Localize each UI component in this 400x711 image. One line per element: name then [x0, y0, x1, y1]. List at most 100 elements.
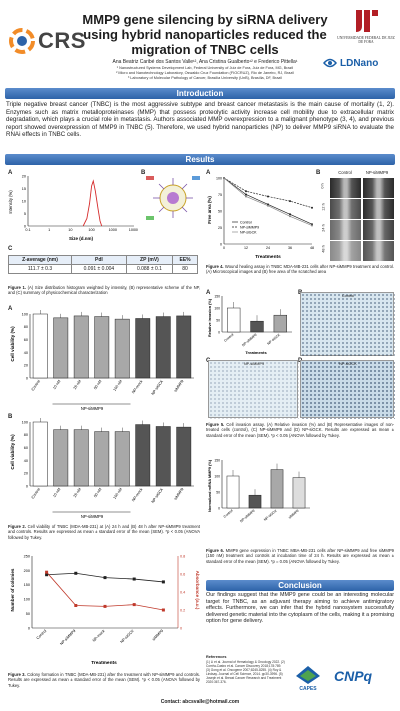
fig1a-chart: 0 5 10 15 20 0.1 1 10 100 1000 10000 Intensity (%…	[8, 174, 138, 241]
series-point	[245, 190, 247, 193]
ytick-label: 60	[24, 446, 28, 450]
crs-logo-icon	[9, 28, 35, 54]
xtick-label: 100 nM	[113, 379, 124, 392]
fig1a-xtick: 10	[68, 228, 72, 232]
ytick-left: 0	[28, 626, 30, 630]
fig4-panel-b-label: B	[316, 170, 321, 176]
series-point	[245, 193, 247, 196]
bar	[292, 477, 306, 509]
fig5b-micrograph: Control	[300, 292, 395, 357]
bar	[176, 426, 192, 487]
ytick-left: 250	[24, 554, 30, 558]
fig2b-chart: 0 20 40 60 80 100 Control 10 nM 25 nM 50 nM 100 nM…	[10, 418, 194, 519]
fig1-panel-a-label: A	[8, 170, 13, 176]
bar	[155, 316, 171, 379]
series-point	[289, 200, 291, 203]
wound-image	[363, 199, 394, 219]
fig4b-chart: 0 25 50 75 100 0 12 24 36 48 Free area (%) Treatm…	[207, 176, 314, 260]
fig6-ylabel: Normalized mRNA MMP9 (%)	[208, 459, 212, 512]
xtick-label: Control	[31, 379, 41, 391]
bar	[73, 429, 89, 487]
bar	[155, 426, 171, 487]
ytick-label: 25	[218, 226, 222, 230]
xtick-label: 12	[244, 246, 248, 250]
bar	[53, 429, 69, 487]
fig4-ylabel: Free area (%)	[207, 196, 212, 224]
ytick-label: 0	[26, 484, 28, 488]
wound-image	[363, 241, 394, 261]
fig1a-xtick: 1000	[109, 228, 117, 232]
fig2a-chart: 0 20 40 60 80 100 Control 10 nM 25 nM 50 nM 100 nM…	[10, 310, 194, 411]
references-text: (1) Li et al. Journal of Hematology & On…	[206, 660, 285, 684]
xtick-label: siMMP9	[152, 629, 165, 642]
fig3-chart: 0 50 100 150 200 250 0 0.2 0.4 0.6 0.8 Control NP-si…	[10, 554, 200, 666]
wound-image	[330, 178, 361, 198]
fig4-col-treated: NP-siMMP9	[365, 170, 389, 175]
ytick-label: 40	[24, 459, 28, 463]
fig1c-table: Z-average (nm) PdI ZP (mV) EE% 111.7 ± 0.3…	[8, 255, 198, 274]
ytick-label: 60	[24, 338, 28, 342]
bar	[94, 431, 110, 487]
fig4-col-control: Control	[338, 170, 352, 175]
ytick-right: 0	[180, 626, 182, 630]
series-point	[311, 224, 313, 227]
ytick-label: 150	[214, 458, 220, 462]
xtick-label: NP-siGCK	[266, 332, 281, 346]
absorbance-point	[74, 604, 78, 607]
conclusion-header: Conclusion	[206, 580, 394, 591]
fig3-caption: Figure 3. Colony formation in TNBC (MDA-…	[8, 672, 201, 688]
fig2-caption: Figure 2. Cell viability of TNBC (MDA-MB…	[8, 524, 201, 540]
xtick-label: Control	[31, 487, 41, 499]
wound-image	[330, 199, 361, 219]
ytick-label: 80	[24, 325, 28, 329]
results-header: Results	[5, 154, 395, 165]
fig3-ylabel-right: Absorbance (a.u.)	[195, 571, 200, 610]
absorbance-point	[45, 570, 49, 574]
xtick-label: siMMP9	[173, 487, 184, 501]
ytick-label: 40	[24, 351, 28, 355]
xtick-label: NP-siGCK	[151, 379, 165, 396]
fig4-xlabel: Treatments	[255, 254, 281, 260]
absorbance-point	[161, 608, 165, 612]
legend-label: NP-siGCK	[240, 230, 257, 234]
xtick-label: 0	[223, 246, 225, 250]
ytick-left: 50	[26, 612, 30, 616]
wound-image	[330, 241, 361, 261]
fig5-caption: Figure 5. Cell invasion assay. (A) Relat…	[206, 422, 395, 438]
poster-title: MMP9 gene silencing by siRNA delivery us…	[82, 12, 328, 57]
series-point	[311, 206, 313, 209]
fig1a-ylabel: Intensity (%)	[8, 190, 13, 214]
fig3-ylabel-left: Number of colonies	[10, 568, 15, 611]
authors: Ana Beatriz Caribé dos Santos Valle¹², A…	[112, 59, 298, 65]
crs-logo: CRS	[38, 28, 86, 53]
fig6-caption: Figure 6. MMP9 gene expression in TNBC M…	[206, 548, 394, 564]
xtick-label: 25 nM	[73, 487, 82, 498]
series-point	[289, 215, 291, 218]
fig1a-xlabel: Size (d.nm)	[69, 236, 94, 241]
ytick-label: 75	[218, 193, 222, 197]
xtick-label: NP-mock	[131, 379, 143, 394]
xtick-label: 50 nM	[93, 379, 102, 390]
xtick-label: NP-siMMP9	[241, 333, 258, 348]
ldnano-logo: LDNano	[340, 58, 379, 69]
fig1a-ytick: 15	[22, 187, 26, 191]
contact-email: Contact: abcsvalle@hotmail.com	[160, 699, 240, 705]
fig4-caption: Figure 4. Wound healing assay in TNBC MD…	[206, 264, 395, 275]
nanoparticle-scheme-icon	[146, 176, 200, 220]
xtick-label: NP-mock	[92, 629, 106, 643]
series-point	[223, 177, 225, 179]
affiliations: ¹ Nanostructured Systems Development Lab…	[116, 66, 294, 80]
bar	[227, 307, 241, 333]
cnpq-logo: CNPq	[334, 668, 373, 684]
series-line	[223, 177, 313, 225]
fig1a-xtick: 10000	[129, 228, 138, 232]
xtick-label: NP-siMMP9	[239, 509, 256, 524]
ytick-left: 200	[24, 569, 30, 573]
colonies-point	[45, 573, 49, 577]
ytick-label: 0	[218, 506, 220, 510]
bar	[114, 431, 130, 487]
xtick-label: 36	[288, 246, 292, 250]
fig2b-ylabel: Cell viability (%)	[10, 434, 15, 470]
bar	[94, 316, 110, 379]
